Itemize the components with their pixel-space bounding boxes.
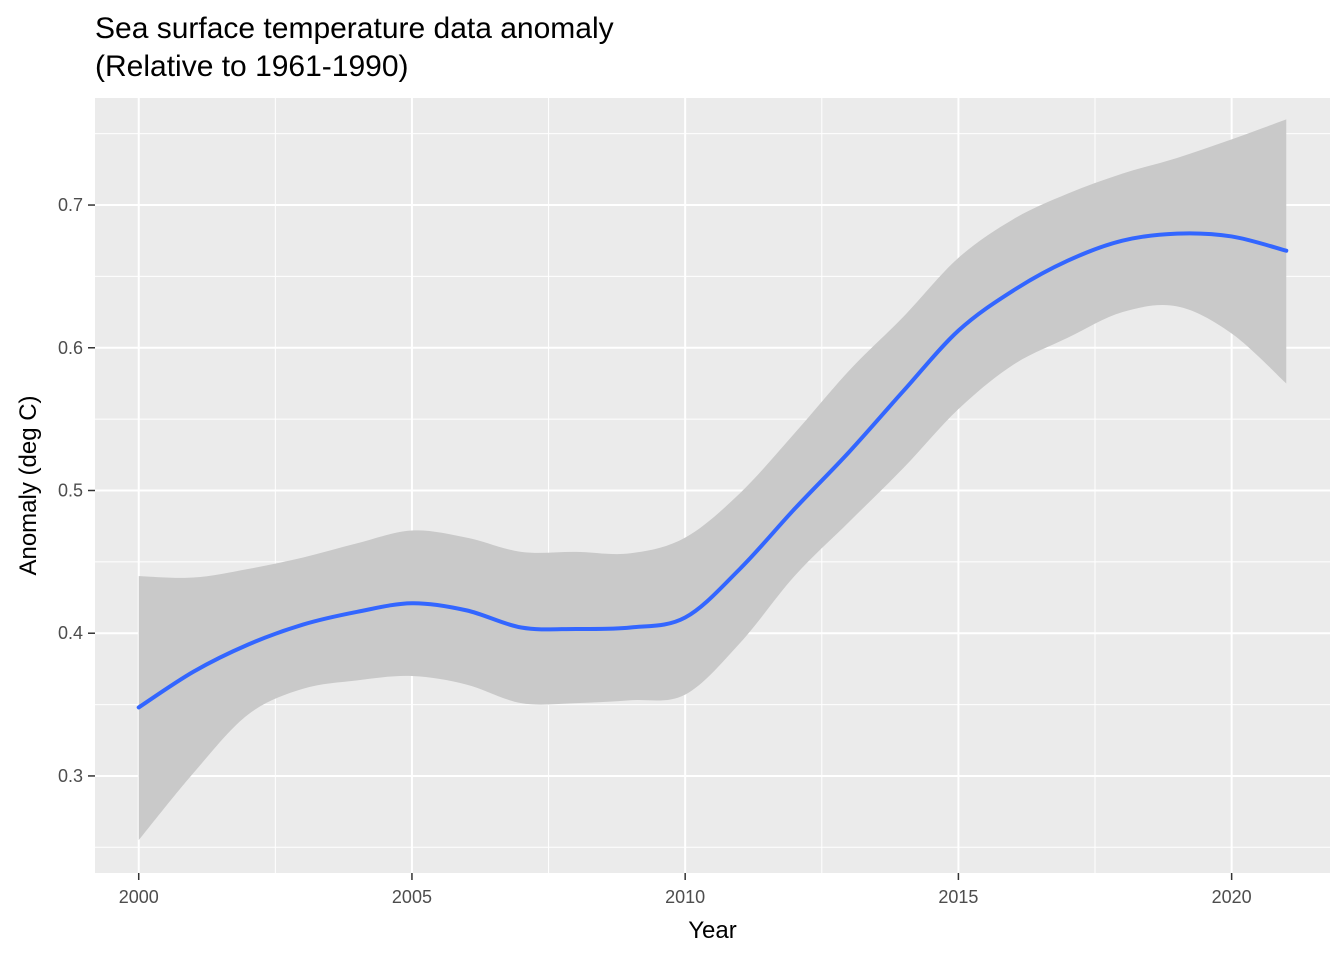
x-tick-label: 2015	[938, 887, 978, 907]
minor-gridlines	[95, 98, 1330, 873]
y-tick-label: 0.6	[58, 338, 83, 358]
x-axis-title: Year	[688, 917, 737, 944]
y-axis-title: Anomaly (deg C)	[15, 395, 42, 575]
x-tick-label: 2000	[119, 887, 159, 907]
chart-title: Sea surface temperature data anomaly	[95, 12, 614, 45]
y-tick-label: 0.5	[58, 480, 83, 500]
y-tick-label: 0.7	[58, 195, 83, 215]
chart-subtitle: (Relative to 1961-1990)	[95, 50, 409, 83]
y-tick-label: 0.4	[58, 623, 83, 643]
x-tick-label: 2005	[392, 887, 432, 907]
y-axis: 0.3 0.4 0.5 0.6 0.7	[58, 195, 95, 786]
x-axis: 2000 2005 2010 2015 2020	[119, 873, 1252, 907]
x-tick-label: 2010	[665, 887, 705, 907]
y-tick-label: 0.3	[58, 766, 83, 786]
x-tick-label: 2020	[1212, 887, 1252, 907]
smoothed-trend-line	[136, 231, 1289, 710]
